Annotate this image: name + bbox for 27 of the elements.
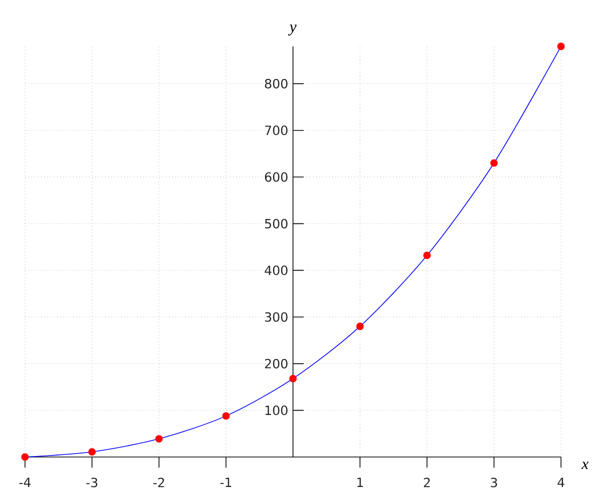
point [222, 412, 230, 420]
x-tick-label: 4 [558, 478, 564, 487]
x-tick-label: -3 [86, 478, 98, 488]
y-tick-label: 200 [265, 358, 288, 368]
x-tick-label: -4 [19, 478, 31, 487]
y-tick-label: 500 [265, 218, 288, 228]
y-tick-label: 400 [264, 266, 288, 276]
y-tick-label: 600 [264, 172, 288, 182]
point [289, 374, 297, 382]
x-tick-label: -2 [153, 478, 164, 488]
point [557, 42, 565, 50]
y-tick-label: 100 [266, 406, 288, 416]
point [490, 159, 498, 167]
x-tick-label: 1 [357, 478, 363, 487]
point [423, 252, 431, 260]
x-tick-label: 2 [424, 478, 430, 488]
x-axis-title: x [581, 462, 589, 470]
point [155, 435, 163, 443]
point [356, 322, 364, 330]
point [21, 453, 29, 461]
y-tick-label: 300 [265, 312, 288, 322]
x-tick-label: 3 [490, 478, 498, 488]
y-tick-label: 800 [264, 78, 288, 88]
x-tick-label: -1 [220, 478, 232, 487]
y-tick-label: 700 [265, 126, 288, 136]
point [88, 448, 96, 456]
y-axis-title: y [288, 24, 297, 36]
